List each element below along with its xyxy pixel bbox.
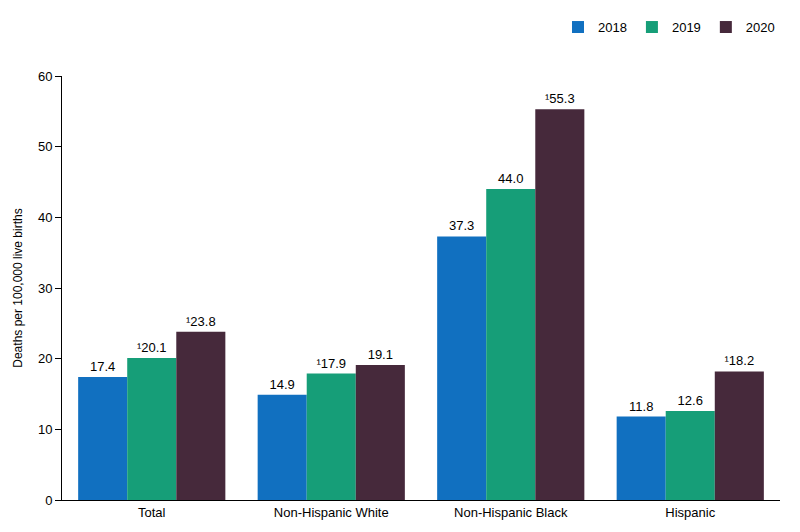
- svg-text:2019: 2019: [672, 20, 701, 35]
- svg-text:Total: Total: [138, 505, 166, 520]
- svg-text:20: 20: [38, 351, 52, 366]
- svg-text:30: 30: [38, 281, 52, 296]
- svg-text:Hispanic: Hispanic: [665, 505, 715, 520]
- svg-text:10: 10: [38, 422, 52, 437]
- svg-text:Deaths per 100,000 live births: Deaths per 100,000 live births: [11, 208, 25, 367]
- svg-text:¹17.9: ¹17.9: [316, 356, 346, 371]
- svg-text:40: 40: [38, 210, 52, 225]
- svg-text:Non-Hispanic Black: Non-Hispanic Black: [454, 505, 568, 520]
- svg-text:44.0: 44.0: [498, 171, 523, 186]
- svg-text:19.1: 19.1: [368, 347, 393, 362]
- svg-text:50: 50: [38, 139, 52, 154]
- svg-text:37.3: 37.3: [449, 218, 474, 233]
- svg-text:12.6: 12.6: [678, 393, 703, 408]
- svg-text:14.9: 14.9: [270, 377, 295, 392]
- svg-text:0: 0: [45, 493, 52, 508]
- svg-text:17.4: 17.4: [90, 359, 115, 374]
- svg-text:60: 60: [38, 69, 52, 84]
- svg-text:¹55.3: ¹55.3: [545, 91, 575, 106]
- svg-text:Non-Hispanic White: Non-Hispanic White: [274, 505, 389, 520]
- svg-text:¹23.8: ¹23.8: [186, 314, 216, 329]
- svg-text:¹20.1: ¹20.1: [137, 340, 167, 355]
- svg-text:2020: 2020: [746, 20, 775, 35]
- svg-text:11.8: 11.8: [629, 399, 653, 414]
- svg-text:¹18.2: ¹18.2: [724, 353, 754, 368]
- svg-text:2018: 2018: [598, 20, 627, 35]
